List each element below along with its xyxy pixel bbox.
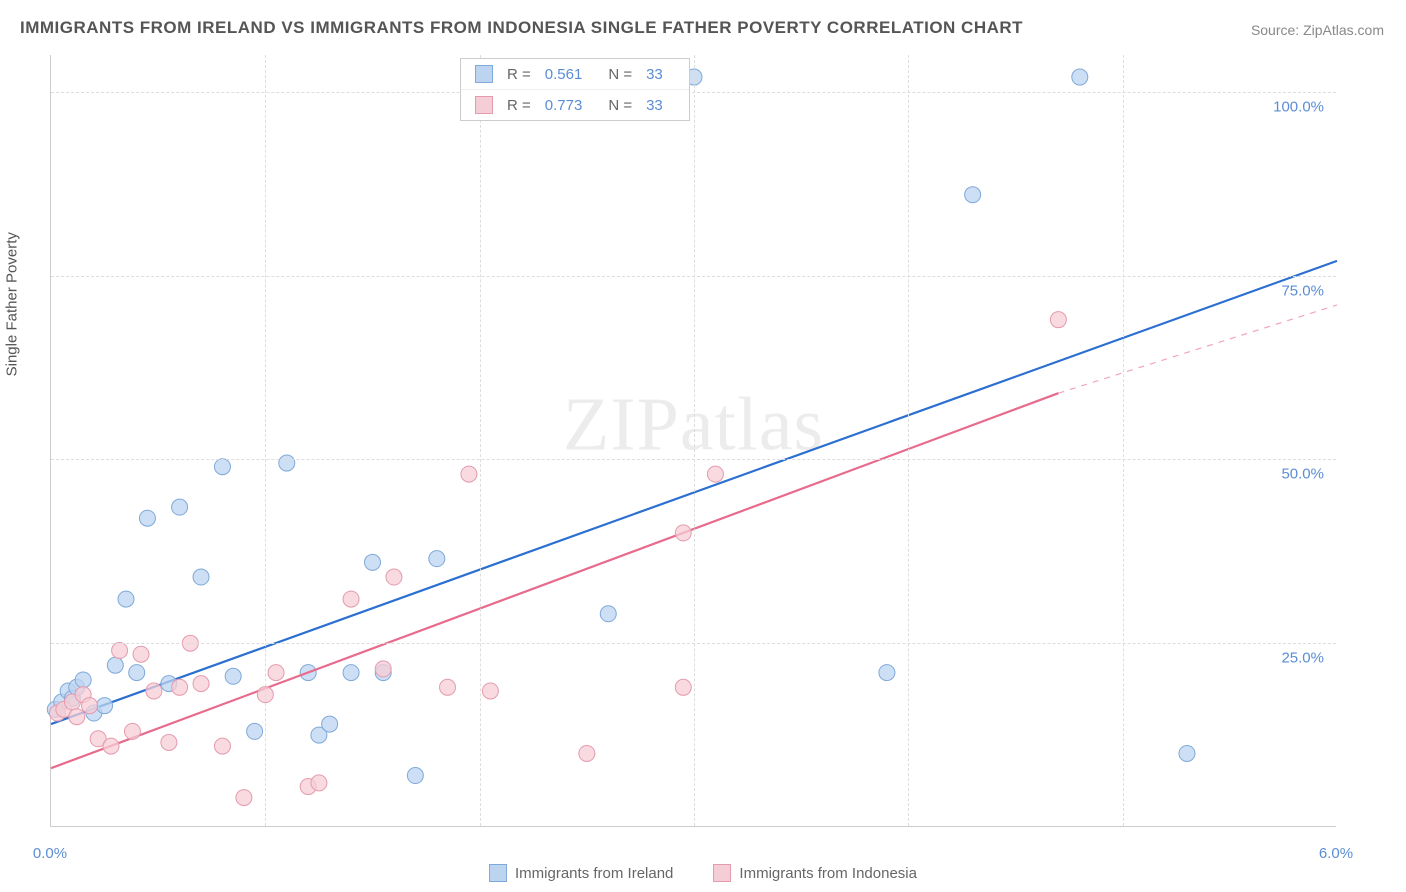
data-point <box>461 466 477 482</box>
data-point <box>675 525 691 541</box>
data-point <box>429 551 445 567</box>
stat-r-value: 0.561 <box>545 66 583 83</box>
source-credit: Source: ZipAtlas.com <box>1251 22 1384 38</box>
legend-swatch <box>713 864 731 882</box>
data-point <box>129 665 145 681</box>
legend-swatch <box>475 96 493 114</box>
data-point <box>311 775 327 791</box>
legend-label: Immigrants from Indonesia <box>739 865 917 882</box>
data-point <box>124 723 140 739</box>
legend-item: Immigrants from Indonesia <box>713 864 917 882</box>
gridline-v <box>1123 55 1124 826</box>
gridline-v <box>265 55 266 826</box>
x-tick-label: 6.0% <box>1319 845 1353 862</box>
data-point <box>600 606 616 622</box>
legend-item: Immigrants from Ireland <box>489 864 673 882</box>
data-point <box>407 768 423 784</box>
data-point <box>214 738 230 754</box>
stats-row: R = 0.773 N = 33 <box>461 89 689 120</box>
series-legend: Immigrants from Ireland Immigrants from I… <box>489 864 917 882</box>
data-point <box>133 646 149 662</box>
gridline-v <box>694 55 695 826</box>
data-point <box>118 591 134 607</box>
data-point <box>236 790 252 806</box>
data-point <box>268 665 284 681</box>
data-point <box>69 709 85 725</box>
stat-r-label: R = <box>507 97 531 114</box>
data-point <box>1179 745 1195 761</box>
data-point <box>225 668 241 684</box>
stat-r-value: 0.773 <box>545 97 583 114</box>
gridline-v <box>480 55 481 826</box>
data-point <box>579 745 595 761</box>
y-tick-label: 100.0% <box>1273 98 1324 115</box>
data-point <box>193 569 209 585</box>
data-point <box>112 643 128 659</box>
data-point <box>172 499 188 515</box>
data-point <box>1072 69 1088 85</box>
legend-swatch <box>475 65 493 83</box>
stat-r-label: R = <box>507 66 531 83</box>
data-point <box>193 676 209 692</box>
data-point <box>707 466 723 482</box>
data-point <box>1050 312 1066 328</box>
data-point <box>146 683 162 699</box>
stats-row: R = 0.561 N = 33 <box>461 59 689 89</box>
data-point <box>161 734 177 750</box>
data-point <box>365 554 381 570</box>
data-point <box>82 698 98 714</box>
trend-line-dashed <box>1058 305 1337 393</box>
legend-label: Immigrants from Ireland <box>515 865 673 882</box>
plot-area: ZIPatlas 25.0%50.0%75.0%100.0% <box>50 55 1336 827</box>
data-point <box>440 679 456 695</box>
data-point <box>879 665 895 681</box>
data-point <box>103 738 119 754</box>
chart-title: IMMIGRANTS FROM IRELAND VS IMMIGRANTS FR… <box>20 18 1023 38</box>
y-tick-label: 50.0% <box>1281 466 1324 483</box>
data-point <box>107 657 123 673</box>
stat-n-value: 33 <box>646 66 663 83</box>
data-point <box>97 698 113 714</box>
stats-legend: R = 0.561 N = 33 R = 0.773 N = 33 <box>460 58 690 121</box>
data-point <box>322 716 338 732</box>
legend-swatch <box>489 864 507 882</box>
data-point <box>965 187 981 203</box>
data-point <box>214 459 230 475</box>
y-tick-label: 25.0% <box>1281 650 1324 667</box>
y-axis-label: Single Father Poverty <box>4 232 21 376</box>
stat-n-label: N = <box>608 66 632 83</box>
stat-n-value: 33 <box>646 97 663 114</box>
data-point <box>279 455 295 471</box>
data-point <box>247 723 263 739</box>
gridline-v <box>908 55 909 826</box>
data-point <box>675 679 691 695</box>
stat-n-label: N = <box>608 97 632 114</box>
data-point <box>139 510 155 526</box>
data-point <box>343 665 359 681</box>
data-point <box>75 672 91 688</box>
data-point <box>375 661 391 677</box>
y-tick-label: 75.0% <box>1281 282 1324 299</box>
data-point <box>172 679 188 695</box>
x-tick-label: 0.0% <box>33 845 67 862</box>
data-point <box>386 569 402 585</box>
data-point <box>482 683 498 699</box>
data-point <box>343 591 359 607</box>
